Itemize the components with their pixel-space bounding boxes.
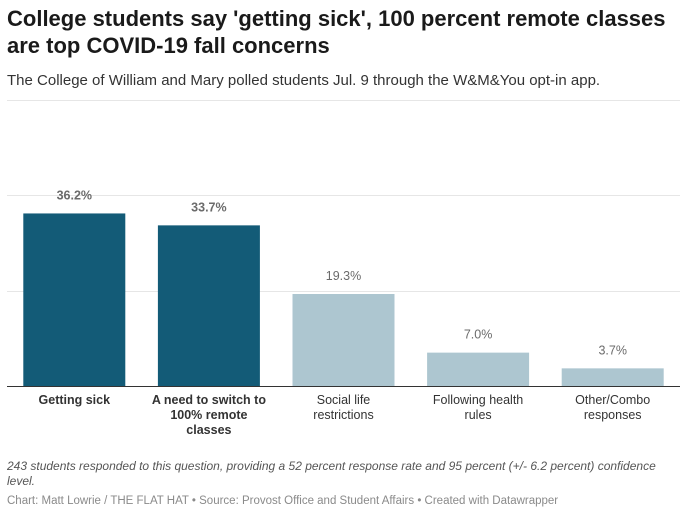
chart-byline: Chart: Matt Lowrie / THE FLAT HAT • Sour… [7, 495, 559, 507]
category-labels: Getting sick A need to switch to 100% remo… [39, 393, 651, 437]
bar-chart-svg: 36.2% 33.7% 19.3% 7.0% 3.7% Getting sick A ne… [7, 100, 680, 437]
bar [23, 213, 126, 386]
bar [561, 368, 664, 386]
value-labels: 36.2% 33.7% 19.3% 7.0% 3.7% [57, 188, 627, 357]
value-label: 33.7% [191, 200, 226, 214]
bar [292, 294, 395, 386]
chart-notes: 243 students responded to this question,… [7, 459, 656, 488]
chart-title: College students say 'getting sick', 100… [7, 6, 666, 58]
category-label: A need to switch to 100% remote classes [152, 393, 266, 437]
category-label: Getting sick [39, 393, 111, 407]
bar [157, 225, 260, 386]
bar-chart: 36.2% 33.7% 19.3% 7.0% 3.7% Getting sick A ne… [0, 95, 697, 450]
category-label: Social life restrictions [313, 393, 373, 422]
value-label: 7.0% [464, 328, 493, 342]
bar [427, 352, 530, 386]
chart-subtitle: The College of William and Mary polled s… [7, 72, 601, 89]
value-label: 3.7% [598, 343, 627, 357]
bars [7, 213, 680, 387]
category-label: Following health rules [433, 393, 523, 422]
value-label: 19.3% [326, 269, 361, 283]
category-label: Other/Combo responses [575, 393, 650, 422]
value-label: 36.2% [57, 188, 92, 202]
